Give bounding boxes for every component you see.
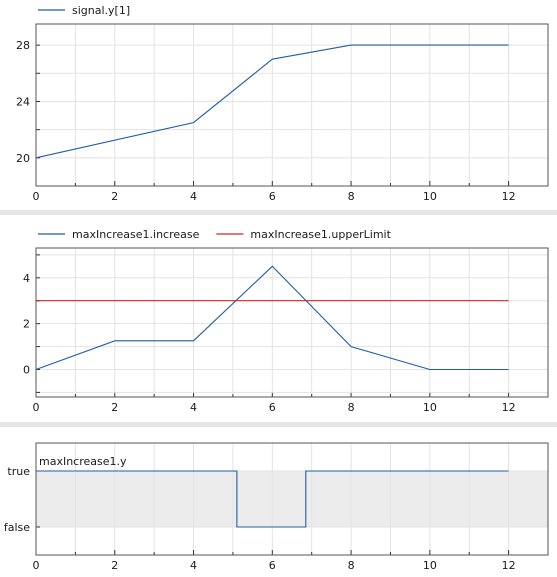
x-tick-label: 8: [348, 559, 355, 572]
x-tick-label: 4: [190, 559, 197, 572]
x-tick-label: 2: [111, 401, 118, 414]
legend-label: maxIncrease1.increase: [72, 228, 200, 241]
x-tick-label: 6: [269, 559, 276, 572]
y-tick-label: 2: [23, 318, 30, 331]
plot-frame: [35, 247, 549, 398]
y-tick-label: false: [4, 521, 30, 534]
x-tick-label: 12: [502, 401, 516, 414]
x-tick-label: 4: [190, 401, 197, 414]
y-tick-label: 28: [16, 39, 30, 52]
series-line: [35, 265, 509, 371]
x-tick-label: 6: [269, 190, 276, 203]
y-tick-label: 4: [23, 272, 30, 285]
panel-separator: [0, 210, 557, 215]
x-tick-label: 8: [348, 190, 355, 203]
series-label: maxIncrease1.y: [39, 455, 127, 468]
legend-label: signal.y[1]: [72, 4, 130, 17]
x-tick-label: 0: [33, 559, 40, 572]
x-tick-label: 10: [423, 401, 437, 414]
y-tick-label: 20: [16, 152, 30, 165]
boolean-plot: 0 2 4 6 8 10 12 false true maxIncrease1.y: [4, 442, 549, 572]
y-tick-label: true: [7, 465, 30, 478]
increase-plot: 0 2 4 6 8 10 12 0 2 4 maxIncrease1.increase maxIncr…: [23, 228, 549, 414]
x-tick-label: 8: [348, 401, 355, 414]
y-tick-label: 0: [23, 363, 30, 376]
panel-separator: [0, 422, 557, 427]
x-tick-label: 10: [423, 559, 437, 572]
x-tick-label: 2: [111, 190, 118, 203]
series-line: [36, 470, 509, 528]
x-tick-label: 12: [502, 559, 516, 572]
boolean-band: [36, 471, 548, 527]
y-tick-label: 24: [16, 95, 30, 108]
x-tick-label: 2: [111, 559, 118, 572]
x-tick-label: 10: [423, 190, 437, 203]
x-tick-label: 0: [33, 190, 40, 203]
series-line: [35, 44, 509, 159]
x-tick-label: 4: [190, 190, 197, 203]
plot-frame: [35, 442, 549, 556]
legend-label: maxIncrease1.upperLimit: [250, 228, 391, 241]
x-tick-label: 12: [502, 190, 516, 203]
x-tick-label: 0: [33, 401, 40, 414]
x-tick-label: 6: [269, 401, 276, 414]
plot-frame: [35, 23, 549, 187]
